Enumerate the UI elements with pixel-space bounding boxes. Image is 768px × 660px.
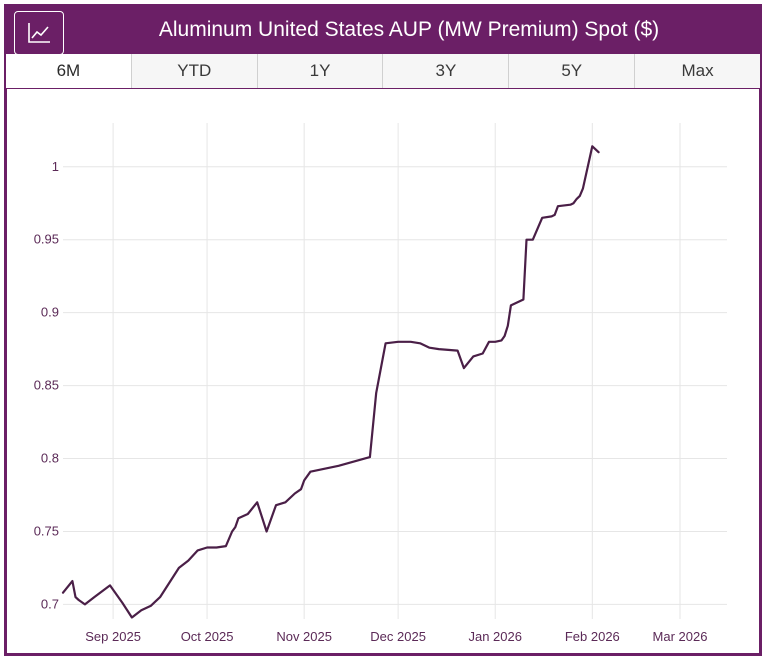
y-tick-label: 0.95 [34, 232, 59, 247]
y-tick-label: 0.7 [41, 596, 59, 611]
x-tick-label: Oct 2025 [181, 629, 234, 644]
chart-type-button[interactable] [14, 11, 64, 55]
tab-3y[interactable]: 3Y [382, 54, 509, 88]
series-line [61, 145, 600, 619]
tab-1y[interactable]: 1Y [256, 54, 383, 88]
range-tabs: 6M YTD 1Y 3Y 5Y Max [6, 54, 760, 89]
y-tick-label: 0.75 [34, 523, 59, 538]
y-tick-label: 0.85 [34, 378, 59, 393]
x-tick-label: Mar 2026 [653, 629, 708, 644]
chart-widget: Aluminum United States AUP (MW Premium) … [4, 4, 762, 656]
x-tick-label: Nov 2025 [276, 629, 332, 644]
tab-6m[interactable]: 6M [6, 54, 131, 88]
x-tick-label: Feb 2026 [565, 629, 620, 644]
tab-ytd[interactable]: YTD [130, 54, 257, 88]
chart-title: Aluminum United States AUP (MW Premium) … [158, 18, 660, 41]
y-tick-label: 0.9 [41, 305, 59, 320]
y-tick-label: 0.8 [41, 451, 59, 466]
x-tick-label: Sep 2025 [85, 629, 141, 644]
tab-max[interactable]: Max [634, 54, 760, 88]
x-tick-label: Jan 2026 [468, 629, 522, 644]
title-bar: Aluminum United States AUP (MW Premium) … [6, 6, 760, 55]
tab-5y[interactable]: 5Y [508, 54, 635, 88]
line-chart-icon [28, 23, 50, 43]
x-tick-label: Dec 2025 [370, 629, 426, 644]
line-chart: 0.7 0.75 0.8 0.85 0.9 0.95 1 Sep 2025 Oct 2025 No… [34, 123, 727, 644]
y-tick-label: 1 [52, 159, 59, 174]
plot-area: 0.7 0.75 0.8 0.85 0.9 0.95 1 Sep 2025 Oct 2025 No… [6, 88, 760, 654]
